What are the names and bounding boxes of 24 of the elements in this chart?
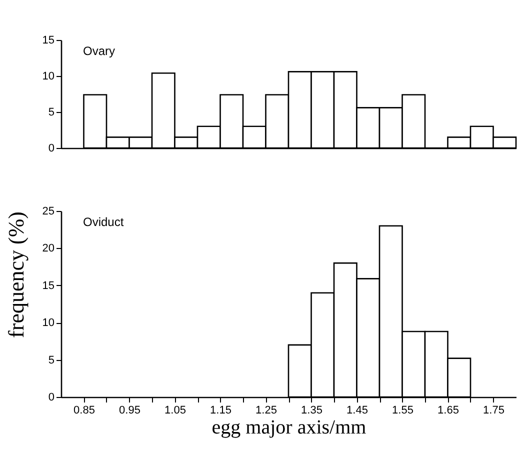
- x-tick-label: 1.55: [392, 404, 414, 416]
- x-tick-label: 1.75: [483, 404, 504, 416]
- x-axis-title: egg major axis/mm: [212, 416, 367, 438]
- y-axis-title: frequency (%): [3, 212, 28, 338]
- x-tick-label: 1.65: [438, 404, 459, 416]
- y-tick-label: 15: [42, 34, 54, 46]
- y-tick-label: 5: [48, 354, 54, 366]
- y-tick-label: 10: [42, 317, 54, 330]
- annotation: Ovary: [83, 44, 116, 58]
- x-tick-label: 0.85: [74, 404, 95, 416]
- y-tick-label: 0: [48, 392, 54, 404]
- x-tick-label: 1.05: [164, 404, 186, 416]
- y-tick-label: 0: [48, 142, 54, 154]
- x-tick-label: 1.35: [301, 404, 322, 416]
- x-tick-label: 1.15: [210, 404, 232, 416]
- y-tick-label: 5: [48, 106, 54, 118]
- y-tick-label: 20: [42, 242, 54, 255]
- y-tick-label: 10: [42, 70, 54, 82]
- x-tick-label: 0.95: [119, 404, 140, 416]
- annotation: Oviduct: [83, 215, 124, 229]
- x-tick-label: 1.25: [256, 404, 277, 416]
- y-tick-label: 25: [42, 206, 54, 218]
- x-tick-label: 1.45: [346, 404, 368, 416]
- y-tick-label: 15: [42, 280, 54, 292]
